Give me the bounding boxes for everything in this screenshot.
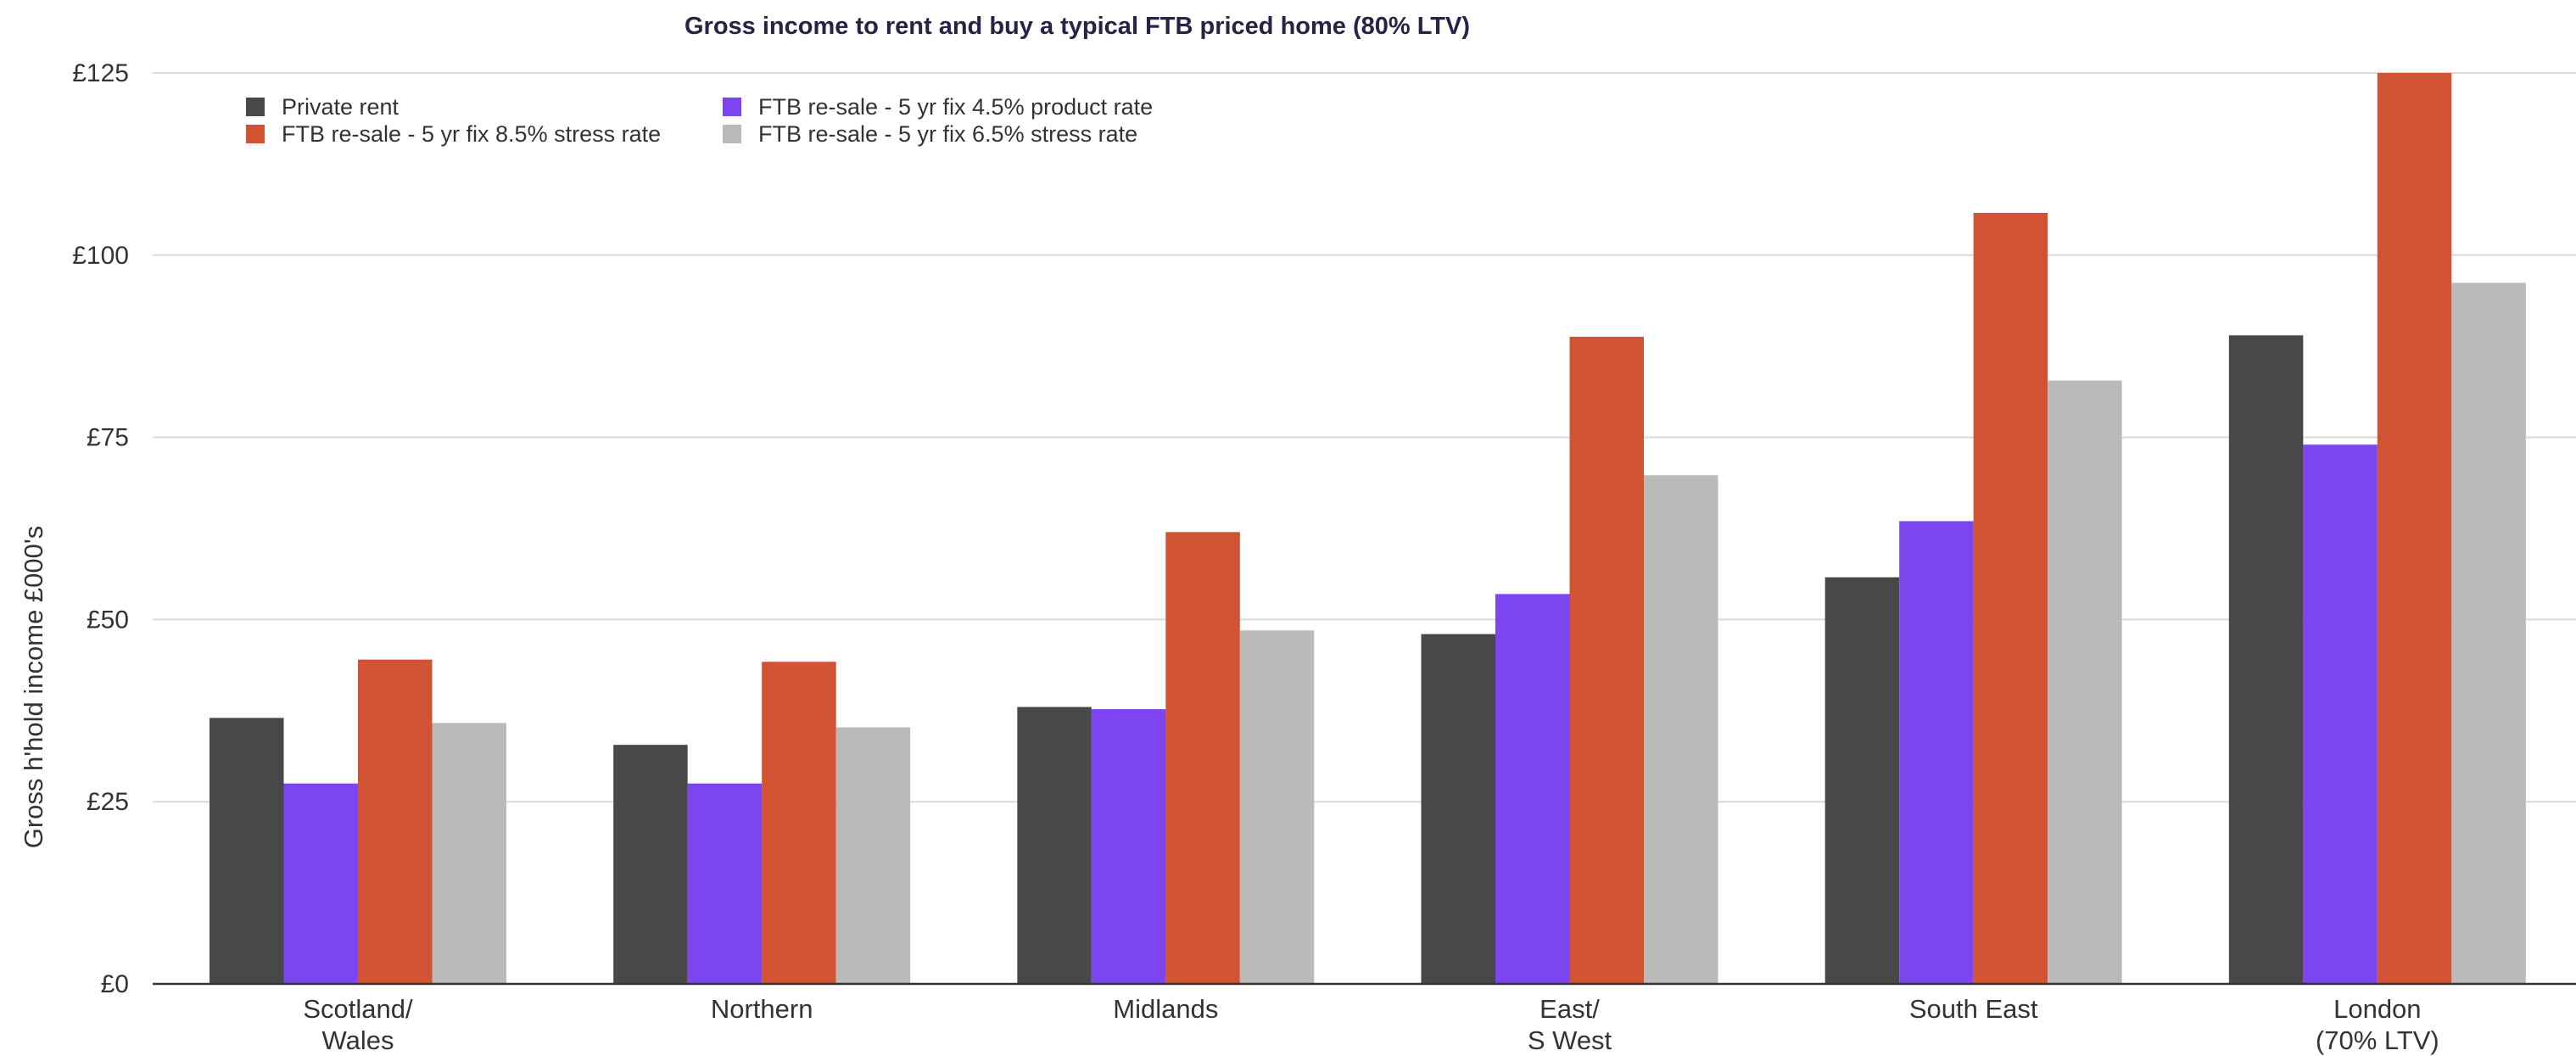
legend-label: FTB re-sale - 5 yr fix 8.5% stress rate — [282, 121, 661, 147]
bar — [835, 727, 911, 984]
bar — [1973, 212, 2048, 984]
bar — [210, 718, 284, 984]
y-tick-label: £100 — [72, 242, 129, 270]
bar — [1495, 594, 1570, 984]
bars — [210, 73, 2526, 984]
bar — [2048, 380, 2122, 984]
x-axis-ticks: Scotland/Wales Northern Midlands East/S Wes… — [303, 994, 2439, 1055]
x-tick-label: (70% LTV) — [2316, 1025, 2439, 1055]
bar — [1239, 630, 1315, 984]
bar — [283, 783, 358, 984]
bar — [1644, 475, 1718, 984]
x-tick-label: Northern — [711, 994, 813, 1024]
chart-title: Gross income to rent and buy a typical F… — [685, 13, 1470, 40]
bar — [762, 662, 836, 984]
bar — [1824, 577, 1900, 984]
bar — [432, 723, 506, 984]
bar — [1421, 634, 1495, 984]
legend-label: Private rent — [282, 94, 400, 120]
y-tick-label: £0 — [101, 970, 129, 998]
x-tick-label: Wales — [322, 1025, 394, 1055]
bar — [1017, 707, 1092, 984]
bar — [1899, 521, 1974, 984]
x-tick-label: S West — [1528, 1025, 1612, 1055]
x-tick-label: South East — [1909, 994, 2038, 1024]
bar — [1165, 532, 1240, 984]
x-tick-label: Midlands — [1113, 994, 1218, 1024]
bar — [2228, 335, 2304, 984]
y-axis-ticks: £0 £25 £50 £75 £100 £125 — [72, 59, 129, 998]
gridlines — [153, 72, 2576, 803]
y-tick-label: £125 — [72, 59, 129, 87]
legend-swatch — [246, 125, 265, 143]
x-tick-label: London — [2333, 994, 2421, 1024]
legend-swatch — [723, 125, 741, 143]
legend-swatch — [723, 98, 741, 116]
bar — [2451, 282, 2526, 984]
bar — [613, 745, 688, 984]
bar — [2303, 444, 2378, 984]
bar — [358, 659, 433, 984]
legend-label: FTB re-sale - 5 yr fix 4.5% product rate — [758, 94, 1153, 120]
bar — [687, 783, 763, 984]
bar — [1569, 337, 1644, 984]
x-tick-label: East/ — [1539, 994, 1600, 1024]
legend-swatch — [246, 98, 265, 116]
bar — [2377, 73, 2452, 984]
x-tick-label: Scotland/ — [303, 994, 413, 1024]
y-tick-label: £25 — [87, 788, 129, 816]
bar — [1091, 709, 1166, 984]
y-tick-label: £75 — [87, 424, 129, 452]
y-axis-title: Gross h'hold income £000's — [19, 526, 48, 849]
y-tick-label: £50 — [87, 606, 129, 634]
legend-label: FTB re-sale - 5 yr fix 6.5% stress rate — [758, 121, 1137, 147]
